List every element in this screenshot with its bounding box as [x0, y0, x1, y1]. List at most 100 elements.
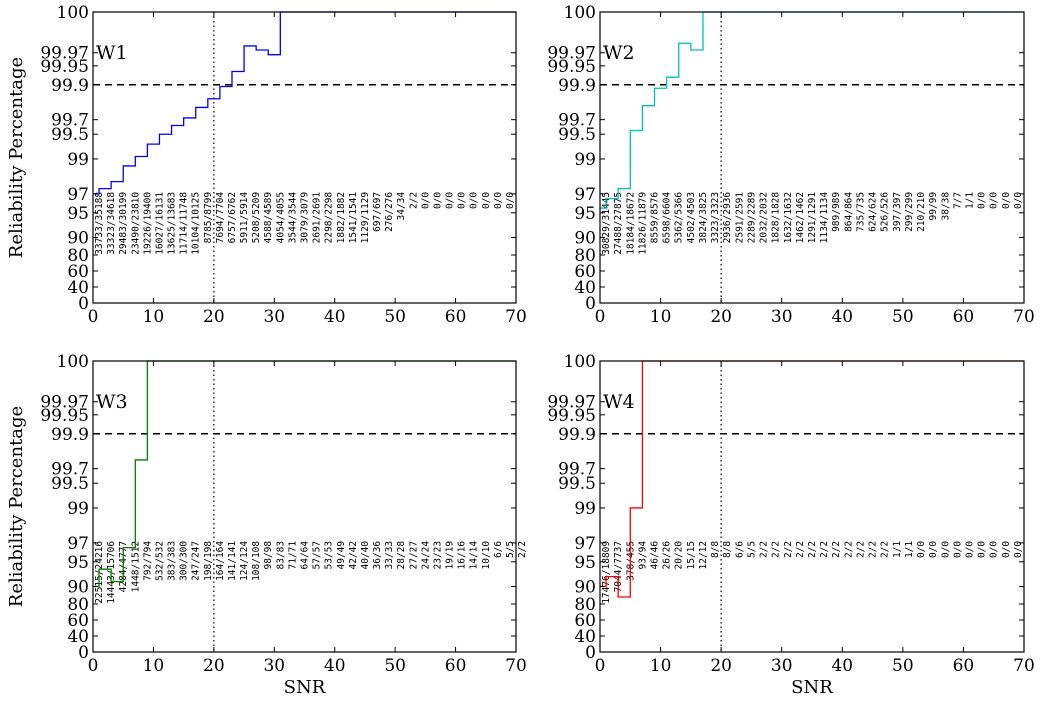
count-label: 33323/34618 — [106, 192, 117, 255]
x-tick-label: 60 — [445, 307, 467, 327]
count-label: 2032/2032 — [759, 192, 770, 243]
count-label: 33733/35188 — [94, 192, 105, 255]
count-label: 0/0 — [457, 192, 468, 209]
y-tick-label: 80 — [574, 595, 596, 615]
x-tick-label: 0 — [595, 307, 606, 327]
count-label: 93/94 — [637, 541, 648, 570]
count-label: 98/98 — [263, 541, 274, 570]
count-label: 13625/13683 — [167, 192, 178, 255]
count-label: 1632/1632 — [783, 192, 794, 243]
count-label: 23/23 — [432, 541, 443, 570]
count-label: 141/141 — [227, 541, 238, 581]
y-tick-label: 97 — [67, 185, 89, 205]
count-label: 2591/2591 — [734, 192, 745, 244]
x-tick-label: 60 — [953, 307, 975, 327]
y-tick-label: 99.97 — [547, 393, 596, 413]
y-tick-label: 0 — [78, 643, 89, 663]
count-label: 697/697 — [372, 192, 383, 232]
count-label: 23490/23810 — [130, 192, 141, 255]
x-tick-label: 30 — [263, 656, 285, 676]
panel-w4: 17476/18809 7044/7737 378/455 93/94 46/46 26/… — [547, 352, 1034, 698]
count-label: 2/2 — [517, 541, 528, 558]
x-tick-label: 70 — [1013, 307, 1035, 327]
count-label: 27488/27875 — [613, 192, 624, 255]
y-tick-label: 99.9 — [51, 76, 89, 96]
count-label: 247/247 — [191, 541, 202, 581]
x-tick-label: 20 — [710, 307, 732, 327]
y-tick-label: 99.5 — [558, 125, 596, 145]
count-label: 49/49 — [336, 541, 347, 570]
count-label: 0/0 — [1001, 541, 1012, 558]
count-label: 624/624 — [868, 192, 879, 232]
plot-frame — [92, 360, 517, 653]
count-label: 33/33 — [384, 541, 395, 570]
y-tick-label: 90 — [574, 229, 596, 249]
x-tick-label: 20 — [203, 656, 225, 676]
count-label: 8559/8576 — [650, 192, 661, 244]
count-label: 0/0 — [420, 192, 431, 209]
count-label: 36/36 — [372, 541, 383, 570]
y-tick-label: 80 — [67, 246, 89, 266]
count-label: 532/532 — [154, 541, 165, 581]
count-label: 5/5 — [746, 541, 757, 558]
series-line — [93, 360, 516, 588]
count-label: 2/2 — [831, 541, 842, 558]
y-tick-label: 99.97 — [547, 44, 596, 64]
count-label: 1/1 — [964, 192, 975, 209]
count-label: 19226/19400 — [142, 192, 153, 255]
count-label: 2/2 — [868, 541, 879, 558]
count-label: 42/42 — [348, 541, 359, 570]
y-tick-label: 90 — [67, 229, 89, 249]
x-tick-label: 50 — [892, 307, 914, 327]
x-tick-label: 40 — [324, 307, 346, 327]
count-label: 17476/18809 — [601, 541, 612, 604]
count-label: 2/2 — [408, 192, 419, 209]
y-tick-label: 40 — [574, 627, 596, 647]
y-tick-label: 100 — [564, 3, 596, 23]
count-label: 989/989 — [831, 192, 842, 232]
x-tick-label: 20 — [710, 656, 732, 676]
count-label: 34/34 — [396, 192, 407, 221]
count-label: 0/0 — [977, 541, 988, 558]
y-tick-label: 99.9 — [558, 76, 596, 96]
count-label: 5362/5366 — [674, 192, 685, 244]
count-label: 1828/1828 — [771, 192, 782, 244]
count-label: 792/794 — [142, 541, 153, 581]
count-label: 12/12 — [698, 541, 709, 570]
count-label: 0/0 — [916, 541, 927, 558]
count-label: 16027/16131 — [154, 192, 165, 255]
x-tick-label: 50 — [892, 656, 914, 676]
count-label: 0/0 — [445, 192, 456, 209]
y-tick-label: 97 — [574, 534, 596, 554]
count-label: 2/2 — [771, 541, 782, 558]
y-tick-label: 97 — [574, 185, 596, 205]
count-label: 0/0 — [940, 541, 951, 558]
count-label: 864/864 — [843, 192, 854, 232]
count-label: 24/24 — [420, 541, 431, 570]
x-tick-label: 40 — [831, 656, 853, 676]
y-tick-label: 99.95 — [547, 406, 596, 426]
count-label: 198/198 — [203, 541, 214, 581]
y-tick-label: 99.95 — [40, 406, 89, 426]
y-tick-label: 95 — [574, 204, 596, 224]
count-label: 3544/3544 — [287, 192, 298, 244]
count-label: 1129/1129 — [360, 192, 371, 244]
panel-label: W3 — [96, 391, 128, 413]
count-label: 1448/1512 — [130, 541, 141, 592]
x-tick-label: 10 — [650, 656, 672, 676]
count-label: 4502/4503 — [686, 192, 697, 243]
x-axis-label: SNR — [284, 677, 326, 698]
count-label: 0/0 — [928, 541, 939, 558]
count-label: 6/6 — [493, 541, 504, 558]
count-label: 8/8 — [722, 541, 733, 558]
y-tick-label: 60 — [574, 262, 596, 282]
count-label: 0/0 — [1013, 192, 1024, 209]
count-label: 8/8 — [710, 541, 721, 558]
y-tick-label: 95 — [67, 553, 89, 573]
count-label: 0/0 — [469, 192, 480, 209]
x-tick-label: 70 — [1013, 656, 1035, 676]
y-tick-label: 90 — [67, 578, 89, 598]
y-tick-label: 40 — [67, 278, 89, 298]
x-tick-label: 0 — [88, 656, 99, 676]
